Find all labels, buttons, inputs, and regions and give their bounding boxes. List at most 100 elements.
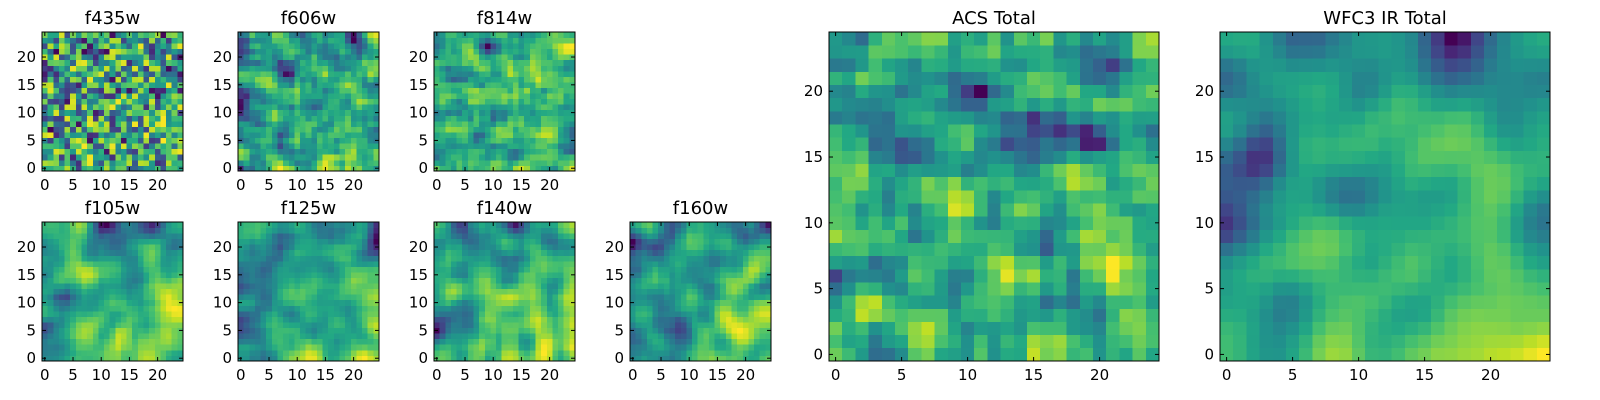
heatmap-cell: [283, 305, 290, 312]
heatmap-cell: [249, 288, 256, 295]
heatmap-cell: [126, 327, 133, 334]
heatmap-cell: [166, 244, 173, 251]
heatmap-cell: [132, 159, 139, 166]
heatmap-cell: [333, 338, 340, 345]
heatmap-cell: [143, 249, 150, 256]
heatmap-cell: [731, 255, 738, 262]
heatmap-cell: [47, 316, 54, 323]
heatmap-cell: [47, 137, 54, 144]
heatmap-cell: [501, 65, 508, 72]
heatmap-cell: [316, 32, 323, 38]
heatmap-cell: [558, 165, 565, 172]
heatmap-cell: [92, 98, 99, 105]
heatmap-cell: [47, 227, 54, 234]
heatmap-cell: [311, 109, 318, 116]
heatmap-cell: [842, 203, 856, 217]
heatmap-cell: [322, 227, 329, 234]
heatmap-cell: [154, 137, 161, 144]
heatmap-cell: [345, 76, 352, 83]
heatmap-cell: [288, 255, 295, 262]
heatmap-cell: [518, 266, 525, 273]
heatmap-cell: [149, 87, 156, 94]
heatmap-cell: [92, 299, 99, 306]
heatmap-cell: [64, 310, 71, 317]
heatmap-cell: [266, 305, 273, 312]
heatmap-cell: [288, 59, 295, 66]
heatmap-cell: [490, 338, 497, 345]
heatmap-cell: [132, 98, 139, 105]
heatmap-cell: [512, 154, 519, 161]
heatmap-cell: [305, 137, 312, 144]
heatmap-cell: [934, 282, 949, 296]
heatmap-cell: [333, 32, 340, 38]
heatmap-cell: [154, 37, 161, 44]
heatmap-cell: [501, 288, 508, 295]
heatmap-cell: [842, 321, 856, 336]
heatmap-cell: [908, 150, 922, 164]
heatmap-cell: [166, 266, 173, 273]
heatmap-cell: [283, 238, 290, 245]
heatmap-cell: [115, 104, 122, 111]
heatmap-cell: [725, 255, 732, 262]
heatmap-cell: [697, 338, 704, 345]
heatmap-cell: [271, 93, 278, 100]
heatmap-cell: [524, 120, 531, 127]
heatmap-cell: [87, 76, 94, 83]
heatmap-cell: [243, 76, 250, 83]
heatmap-cell: [98, 333, 105, 340]
heatmap-cell: [921, 189, 935, 204]
heatmap-cell: [81, 238, 88, 245]
heatmap-cell: [512, 98, 519, 105]
heatmap-cell: [731, 310, 738, 317]
heatmap-cell: [294, 349, 301, 356]
heatmap-cell: [529, 233, 536, 240]
heatmap-cell: [160, 294, 167, 301]
heatmap-cell: [703, 272, 710, 278]
heatmap-cell: [439, 260, 446, 267]
heatmap-cell: [305, 37, 312, 44]
heatmap-cell: [115, 344, 122, 351]
heatmap-cell: [166, 355, 173, 362]
heatmap-cell: [1027, 242, 1041, 257]
heatmap-cell: [53, 244, 60, 251]
heatmap-cell: [115, 82, 122, 88]
heatmap-cell: [512, 159, 519, 166]
heatmap-cell: [166, 305, 173, 312]
heatmap-cell: [271, 82, 278, 88]
heatmap-cell: [974, 334, 988, 349]
heatmap-cell: [271, 222, 278, 228]
heatmap-cell: [70, 76, 77, 83]
heatmap-cell: [126, 283, 133, 290]
heatmap-cell: [467, 98, 474, 105]
heatmap-cell: [450, 310, 457, 317]
heatmap-cell: [81, 322, 88, 329]
heatmap-cell: [680, 355, 687, 362]
heatmap-cell: [373, 115, 380, 122]
heatmap-cell: [288, 48, 295, 55]
heatmap-cell: [367, 76, 374, 83]
heatmap-cell: [496, 132, 503, 139]
heatmap-cell: [1079, 321, 1094, 336]
heatmap-cell: [501, 266, 508, 273]
heatmap-cell: [479, 48, 486, 55]
heatmap-cell: [47, 349, 54, 356]
heatmap-cell: [249, 43, 256, 50]
heatmap-cell: [512, 272, 519, 278]
heatmap-cell: [1027, 176, 1041, 191]
heatmap-cell: [501, 327, 508, 334]
heatmap-cell: [708, 349, 715, 356]
heatmap-cell: [160, 148, 167, 155]
heatmap-cell: [1053, 268, 1067, 283]
heatmap-cell: [1093, 321, 1107, 336]
heatmap-cell: [333, 37, 340, 44]
heatmap-cell: [249, 165, 256, 172]
heatmap-cell: [496, 333, 503, 340]
heatmap-cell: [484, 288, 491, 295]
heatmap-cell: [563, 126, 570, 133]
heatmap-cell: [439, 283, 446, 290]
heatmap-cell: [81, 244, 88, 251]
heatmap-cell: [652, 299, 659, 306]
heatmap-cell: [529, 283, 536, 290]
heatmap-cell: [558, 37, 565, 44]
heatmap-cell: [266, 82, 273, 88]
